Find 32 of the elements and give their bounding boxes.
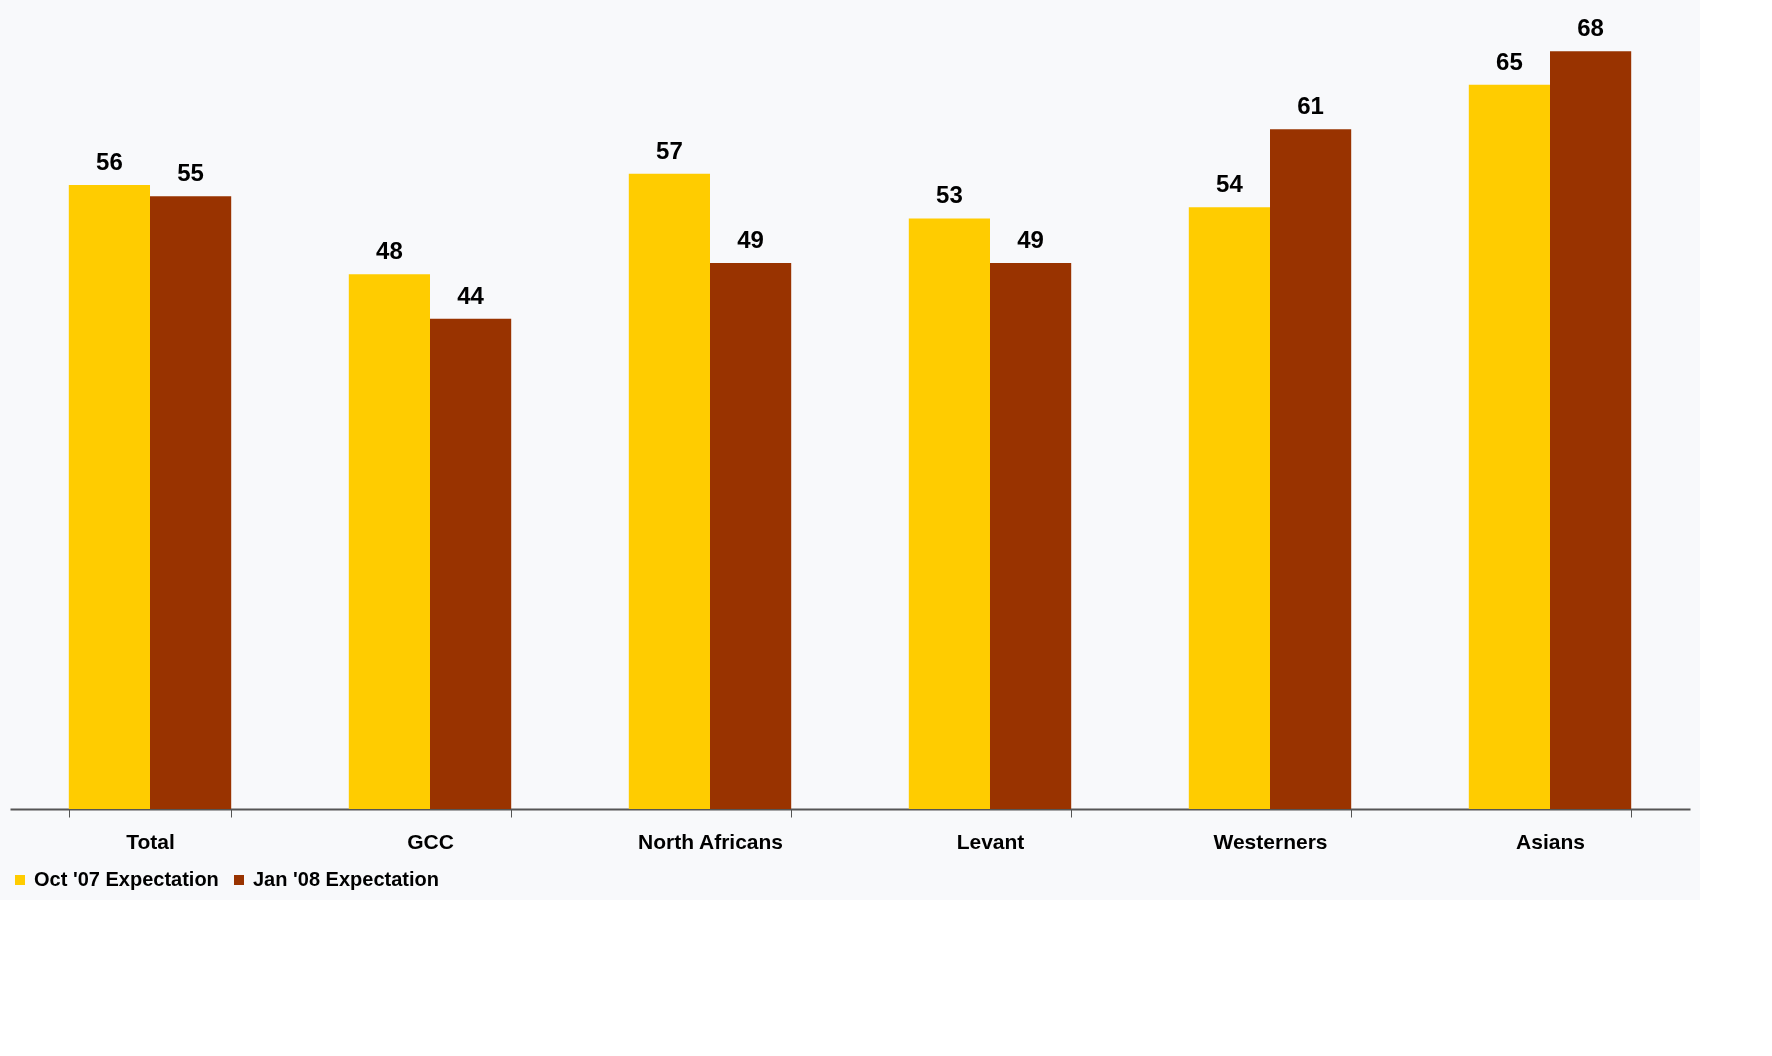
bar: [430, 318, 512, 809]
bar: [710, 263, 792, 809]
bar: [908, 218, 990, 809]
data-label: 56: [96, 148, 123, 175]
data-label: 61: [1297, 92, 1324, 120]
bar: [1188, 207, 1270, 809]
bar: [990, 263, 1072, 809]
x-tick-label: Westerners: [1213, 829, 1328, 853]
data-label: 68: [1577, 14, 1604, 42]
bar: [1468, 84, 1550, 809]
x-tick-label: Total: [126, 829, 175, 853]
data-label: 49: [737, 226, 764, 253]
bar: [348, 274, 430, 809]
x-tick-label: Levant: [956, 829, 1025, 853]
x-tick-label: Asians: [1516, 829, 1585, 853]
data-label: 65: [1496, 47, 1523, 75]
data-label: 57: [656, 136, 683, 164]
bar: [150, 196, 232, 809]
bar: [1550, 51, 1632, 809]
data-label: 49: [1017, 226, 1044, 253]
legend-label: Oct '07 Expectation: [34, 868, 219, 890]
bar: [1270, 129, 1352, 809]
legend-label: Jan '08 Expectation: [253, 868, 439, 890]
data-label: 54: [1216, 170, 1244, 198]
data-label: 48: [376, 237, 403, 265]
data-label: 53: [936, 181, 963, 209]
bar: [628, 173, 710, 809]
data-label: 44: [457, 281, 485, 309]
x-tick-label: North Africans: [637, 829, 784, 853]
bar: [68, 185, 150, 809]
x-tick-label: GCC: [407, 829, 454, 853]
data-label: 55: [177, 159, 204, 187]
